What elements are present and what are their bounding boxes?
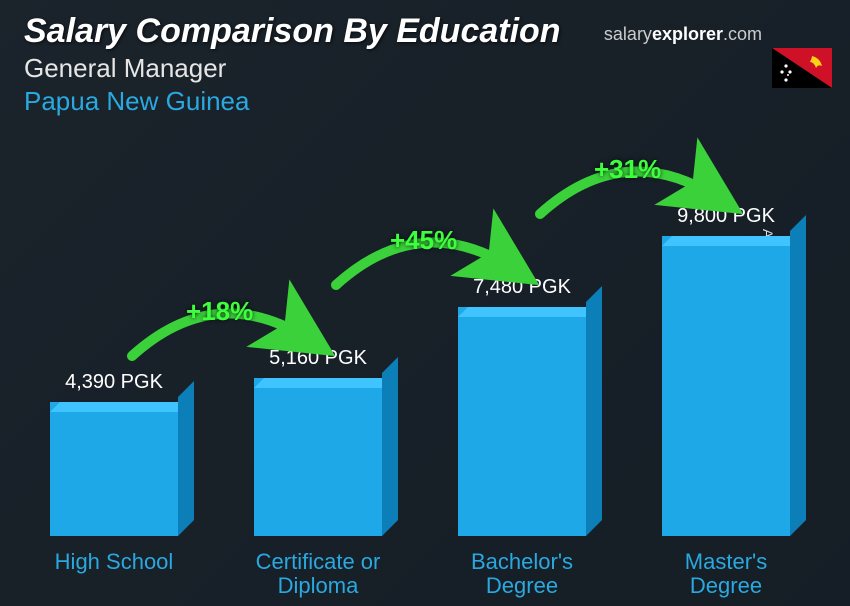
bar-group: 4,390 PGK	[40, 371, 188, 536]
flag-icon	[772, 48, 832, 88]
increase-pct: +45%	[390, 225, 457, 256]
chart-subtitle: General Manager	[24, 53, 561, 84]
increase-pct: +31%	[594, 154, 661, 185]
bar-group: 5,160 PGK	[244, 347, 392, 536]
bar-category-label: High School	[40, 550, 188, 598]
bar-group: 9,800 PGK	[652, 205, 800, 536]
bar-category-label: Bachelor'sDegree	[448, 550, 596, 598]
bar-value-label: 4,390 PGK	[65, 371, 163, 394]
watermark-part2: explorer	[652, 24, 723, 44]
bar-value-label: 7,480 PGK	[473, 276, 571, 299]
bar-group: 7,480 PGK	[448, 276, 596, 536]
watermark-part1: salary	[604, 24, 652, 44]
watermark-suffix: .com	[723, 24, 762, 44]
bar-category-label: Master'sDegree	[652, 550, 800, 598]
bar	[458, 307, 586, 536]
bar-category-label: Certificate orDiploma	[244, 550, 392, 598]
bar	[254, 378, 382, 536]
bar-value-label: 9,800 PGK	[677, 205, 775, 228]
x-axis-labels: High School Certificate orDiploma Bachelor…	[40, 550, 800, 598]
bar	[662, 236, 790, 536]
chart-title: Salary Comparison By Education	[24, 12, 561, 51]
bar	[50, 402, 178, 536]
bar-chart: 4,390 PGK 5,160 PGK 7,480 PGK 9,800 PGK	[40, 156, 800, 536]
bar-value-label: 5,160 PGK	[269, 347, 367, 370]
chart-location: Papua New Guinea	[24, 86, 561, 117]
increase-pct: +18%	[186, 296, 253, 327]
watermark: salaryexplorer.com	[604, 24, 762, 45]
